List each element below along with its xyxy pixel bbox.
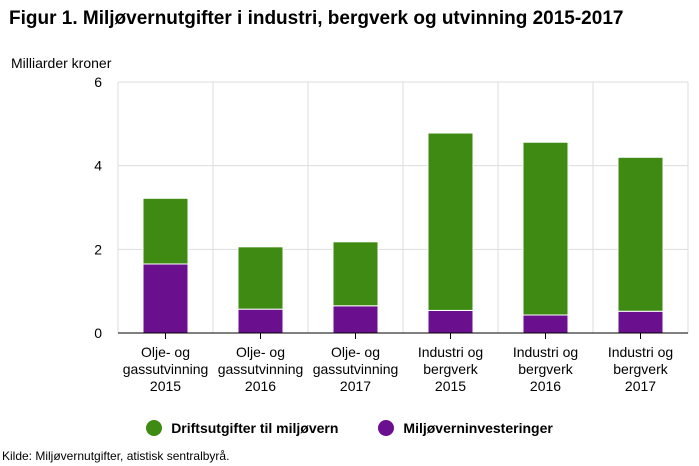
bar-segment — [332, 241, 379, 307]
source-note: Kilde: Miljøvernutgifter, atistisk sentr… — [2, 449, 230, 463]
y-tick-label: 6 — [94, 74, 102, 90]
x-tick-label: Industri og — [608, 344, 673, 360]
bar-segment — [617, 156, 664, 312]
x-tick-label: 2015 — [435, 378, 466, 394]
bar-segment — [142, 197, 189, 265]
x-tick-label: gassutvinning — [218, 361, 304, 377]
legend: Driftsutgifter til miljøvern Miljøverninv… — [0, 416, 699, 440]
bar-segment — [237, 308, 284, 334]
x-tick-label: gassutvinning — [123, 361, 209, 377]
x-tick-label: Olje- og — [236, 344, 285, 360]
x-tick-label: 2017 — [625, 378, 656, 394]
y-tick-label: 4 — [94, 158, 102, 174]
bar-segment — [617, 310, 664, 334]
legend-item: Miljøverninvesteringer — [378, 420, 553, 436]
bar-segment — [522, 141, 569, 316]
y-tick-label: 2 — [94, 241, 102, 257]
legend-swatch — [146, 420, 163, 436]
x-tick-label: gassutvinning — [313, 361, 399, 377]
legend-swatch — [378, 420, 395, 436]
x-tick-label: 2015 — [150, 378, 181, 394]
x-tick-label: 2017 — [340, 378, 371, 394]
x-tick-label: Olje- og — [331, 344, 380, 360]
bar-segment — [427, 132, 474, 311]
x-tick-label: bergverk — [518, 361, 573, 377]
bar-segment — [427, 309, 474, 334]
legend-label: Driftsutgifter til miljøvern — [171, 420, 339, 436]
x-tick-label: bergverk — [423, 361, 478, 377]
bar-segment — [522, 314, 569, 334]
bar-segment — [142, 263, 189, 334]
bar-segment — [332, 305, 379, 334]
y-axis-title: Milliarder kroner — [11, 55, 112, 71]
x-tick-label: Industri og — [513, 344, 578, 360]
legend-item: Driftsutgifter til miljøvern — [146, 420, 338, 436]
x-tick-label: 2016 — [245, 378, 276, 394]
legend-label: Miljøverninvesteringer — [403, 420, 553, 436]
x-tick-label: Olje- og — [141, 344, 190, 360]
x-tick-label: bergverk — [613, 361, 668, 377]
bar-segment — [237, 246, 284, 310]
y-tick-label: 0 — [94, 325, 102, 341]
x-tick-label: Industri og — [418, 344, 483, 360]
chart-title: Figur 1. Miljøvernutgifter i industri, b… — [9, 8, 624, 29]
x-tick-label: 2016 — [530, 378, 561, 394]
